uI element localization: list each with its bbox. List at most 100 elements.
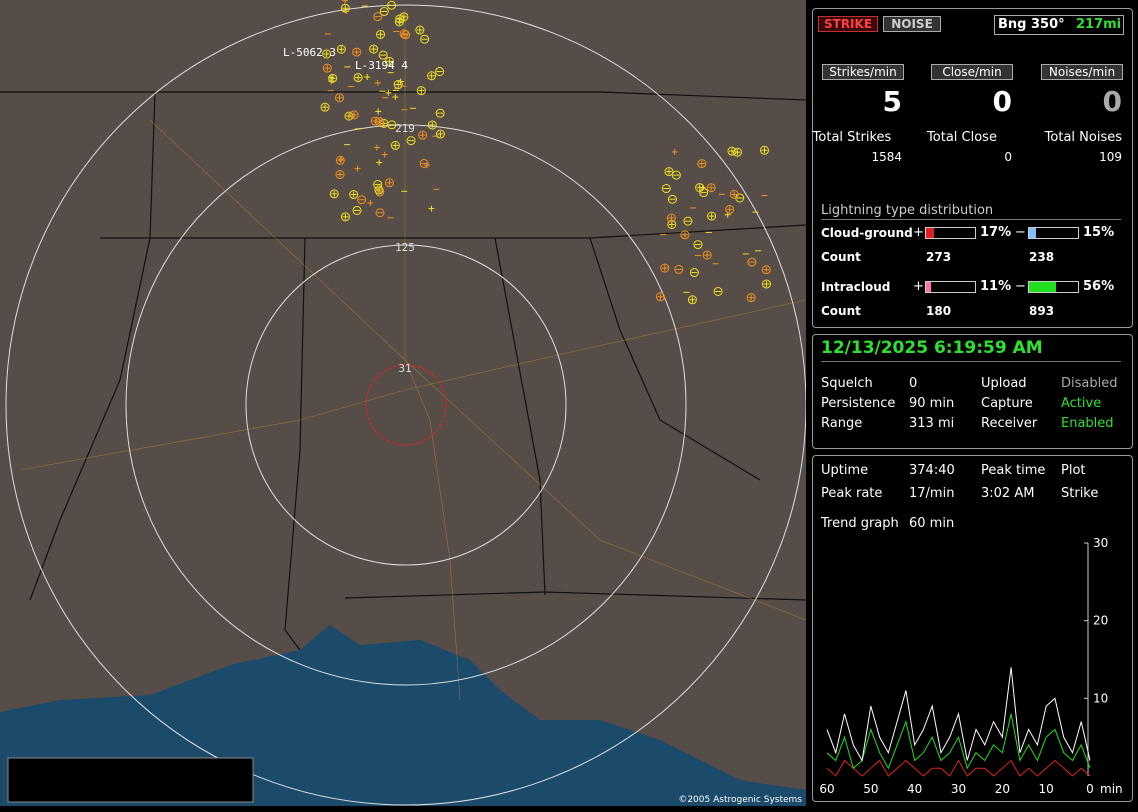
total-label: Total Strikes [812, 130, 892, 145]
percent-bar [926, 228, 935, 238]
strike-symbol [379, 6, 389, 16]
strike-symbol [693, 240, 703, 250]
strike-symbol [702, 250, 712, 260]
trend-window: 60 min [909, 516, 955, 531]
strike-symbol [661, 184, 671, 194]
ring-label: 31 [398, 362, 411, 375]
stats-cell: 3:02 AM [981, 486, 1035, 501]
bar-track [925, 281, 976, 293]
borders [0, 91, 806, 651]
status-panel [812, 334, 1133, 449]
strike-symbol [664, 167, 674, 177]
strike-symbol [375, 117, 385, 127]
stats-cell: 17/min [909, 486, 955, 501]
rate-label: Close/min [931, 64, 1013, 80]
strike-symbol [328, 73, 338, 83]
strike-symbol [419, 158, 429, 168]
distance: 217mi [1076, 17, 1122, 32]
rate-label: Noises/min [1041, 64, 1123, 80]
strike-symbol [695, 183, 705, 193]
strike-symbol [394, 17, 404, 27]
strike-label: L-3194 4 [355, 59, 408, 72]
strike-symbol [335, 170, 345, 180]
rate-value: 0 [992, 85, 1012, 118]
strike-symbol [420, 34, 430, 44]
status-cell: Persistence [821, 396, 896, 411]
noise-button: NOISE [883, 16, 941, 32]
strike-symbol [655, 292, 665, 302]
strike-symbol [683, 216, 693, 226]
percent-bar [1029, 228, 1037, 238]
strike-symbol [395, 14, 405, 24]
strike-symbol [747, 257, 757, 267]
trend-label: Trend graph [821, 516, 899, 531]
percent: 11% [980, 279, 1012, 294]
strike-symbol [666, 213, 676, 223]
count: 238 [1029, 250, 1055, 264]
percent-bar [1029, 282, 1057, 292]
strike-symbol [329, 189, 339, 199]
status-cell: 313 mi [909, 416, 955, 431]
strike-symbol [344, 111, 354, 121]
strike-symbol [357, 195, 367, 205]
stats-cell: Peak rate [821, 486, 883, 501]
status-cell: Enabled [1061, 416, 1114, 431]
percent-bar [926, 282, 932, 292]
copyright: ©2005 Astrogenic Systems [678, 795, 802, 805]
strike-symbol [353, 73, 363, 83]
strike-symbol [416, 86, 426, 96]
strike-symbol [374, 185, 384, 195]
stats-cell: 374:40 [909, 463, 955, 478]
strike-symbol [322, 63, 332, 73]
strike-symbol [759, 145, 769, 155]
stats-cell: Strike [1061, 486, 1099, 501]
count-label: Count [821, 304, 861, 318]
strike-symbol [336, 44, 346, 54]
strike-symbol [435, 129, 445, 139]
status-cell: 0 [909, 376, 918, 391]
strike-symbol [746, 293, 756, 303]
strike-symbol [671, 170, 681, 180]
strike-symbol [707, 211, 717, 221]
map: 125 31 219 L-5062 3 L-3194 4 ©2005 Astrogenic… [0, 0, 806, 806]
count: 273 [926, 250, 952, 264]
strike-symbol [378, 50, 388, 60]
strike-symbol [376, 29, 386, 39]
strike-symbol [406, 136, 416, 146]
total-label: Total Noises [1044, 130, 1122, 145]
stats-cell: Plot [1061, 463, 1086, 478]
strike-symbol [667, 194, 677, 204]
percent: 56% [1083, 279, 1115, 294]
strike-symbol [387, 0, 397, 10]
strike-symbol [384, 178, 394, 188]
strike-label: L-5062 3 [283, 46, 336, 59]
status-cell: Squelch [821, 376, 873, 391]
strike-symbol [390, 140, 400, 150]
datetime: 12/13/2025 6:19:59 AM [821, 338, 1121, 362]
status-cell: Upload [981, 376, 1027, 391]
strike-symbol [322, 49, 332, 59]
strike-symbol [435, 108, 445, 118]
bar-track [925, 227, 976, 239]
strike-symbol [393, 80, 403, 90]
strike-symbol [427, 120, 437, 130]
sign: − [1015, 279, 1026, 294]
strike-symbol [761, 279, 771, 289]
strike-symbol [680, 230, 690, 240]
total-value: 1584 [871, 150, 902, 164]
strike-symbol [435, 66, 445, 76]
strike-symbol [732, 147, 742, 157]
status-cell: Disabled [1061, 376, 1118, 391]
strike-symbol [761, 265, 771, 275]
strike-symbol [387, 120, 397, 130]
bearing-box [994, 15, 1124, 35]
bearing: Bng 350° [998, 17, 1065, 32]
strike-symbol [727, 146, 737, 156]
strike-symbol [334, 93, 344, 103]
strike-symbol [418, 130, 428, 140]
strike-symbol [340, 3, 350, 13]
rate-label: Strikes/min [822, 64, 904, 80]
range-rings [5, 4, 806, 806]
rate-value: 0 [1102, 85, 1122, 118]
